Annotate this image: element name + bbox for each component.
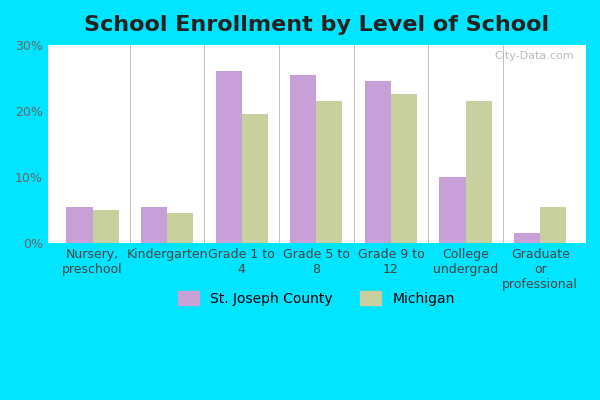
Bar [466, 101, 492, 243]
Bar [439, 177, 466, 243]
Bar [167, 213, 193, 243]
Bar [540, 207, 566, 243]
Bar [365, 81, 391, 243]
Bar [215, 71, 242, 243]
Bar [141, 207, 167, 243]
Bar [316, 101, 343, 243]
Title: School Enrollment by Level of School: School Enrollment by Level of School [84, 15, 549, 35]
Bar [391, 94, 417, 243]
Bar [242, 114, 268, 243]
Bar [514, 233, 540, 243]
Legend: St. Joseph County, Michigan: St. Joseph County, Michigan [172, 285, 460, 311]
Text: City-Data.com: City-Data.com [494, 51, 574, 61]
Bar [92, 210, 119, 243]
Bar [290, 74, 316, 243]
Bar [67, 207, 92, 243]
